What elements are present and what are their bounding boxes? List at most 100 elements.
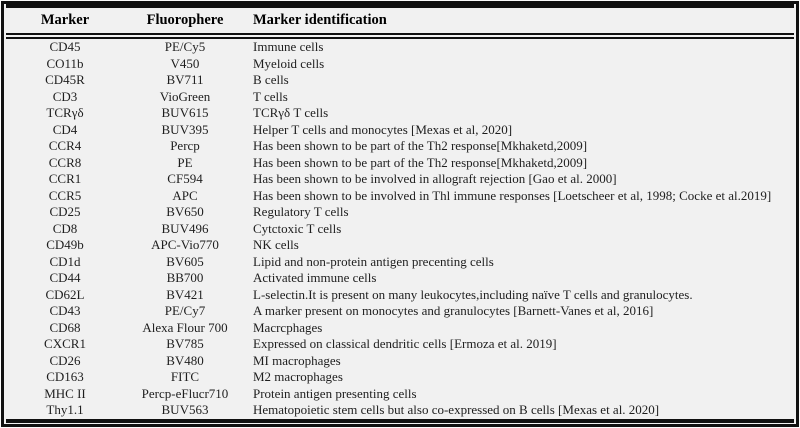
fluorophore-cell: BV711 (166, 72, 204, 87)
marker-cell: CXCR1 (44, 336, 86, 351)
marker-cell: CD44 (49, 270, 81, 285)
column-header-marker: Marker (6, 6, 124, 39)
marker-cell: CO11b (46, 55, 84, 71)
fluorophore-cell: V450 (170, 55, 200, 71)
identification-cell: Has been shown to be involved in allogra… (253, 171, 617, 186)
table-row: CCR4 Percp Has been shown to be part of … (6, 138, 794, 155)
table-row: CD49b APC-Vio770 NK cells (6, 237, 794, 254)
fluorophore-cell: BUV496 (161, 220, 209, 236)
identification-cell: T cells (253, 88, 288, 104)
identification-cell: B cells (253, 72, 289, 87)
table-row: CD68 Alexa Flour 700 Macrcphages (6, 320, 794, 337)
marker-cell: CD45 (49, 39, 81, 54)
fluorophore-cell: PE (177, 154, 193, 170)
identification-cell: Regulatory T cells (253, 204, 349, 219)
fluorophore-cell: BV605 (166, 253, 204, 269)
table-row: CCR1 CF594 Has been shown to be involved… (6, 171, 794, 188)
fluorophore-cell: BV421 (166, 286, 204, 302)
marker-cell: CCR8 (48, 154, 82, 170)
marker-cell: CD1d (49, 253, 81, 269)
table-row: CD8 BUV496 Cytctoxic T cells (6, 221, 794, 238)
table-row: CCR5 APC Has been shown to be involved i… (6, 188, 794, 205)
marker-cell: CD68 (49, 319, 81, 335)
identification-cell: Activated immune cells (253, 270, 377, 285)
fluorophore-cell: Alexa Flour 700 (142, 319, 228, 335)
table-header-row: Marker Fluorophere Marker identification (6, 6, 794, 39)
marker-cell: CCR5 (48, 187, 82, 203)
marker-cell: CD62L (45, 286, 85, 302)
identification-cell: Immune cells (253, 39, 324, 54)
marker-cell: CCR4 (48, 138, 82, 153)
fluorophore-cell: Percp (170, 138, 200, 153)
fluorophore-cell: BUV615 (161, 105, 209, 120)
table-row: CD43 PE/Cy7 A marker present on monocyte… (6, 303, 794, 320)
marker-cell: CCR1 (48, 171, 82, 186)
fluorophore-cell: PE/Cy5 (164, 39, 206, 54)
identification-cell: Has been shown to be involved in Thl imm… (253, 187, 772, 203)
fluorophore-cell: BV480 (166, 352, 204, 368)
fluorophore-cell: BUV395 (161, 121, 209, 137)
marker-cell: TCRγδ (46, 105, 84, 120)
identification-cell: Protein antigen presenting cells (253, 385, 417, 401)
fluorophore-cell: BUV563 (161, 402, 209, 417)
identification-cell: Lipid and non-protein antigen precenting… (253, 253, 494, 269)
identification-cell: L-selectin.It is present on many leukocy… (253, 286, 693, 302)
table-row: CXCR1 BV785 Expressed on classical dendr… (6, 336, 794, 353)
identification-cell: Cytctoxic T cells (253, 220, 342, 236)
identification-cell: Macrcphages (253, 319, 323, 335)
marker-cell: MHC II (44, 385, 86, 401)
table-row: CD1d BV605 Lipid and non-protein antigen… (6, 254, 794, 271)
identification-cell: Hematopoietic stem cells but also co-exp… (253, 402, 660, 417)
table-row: CCR8 PE Has been shown to be part of the… (6, 155, 794, 172)
fluorophore-cell: FITC (170, 369, 200, 384)
marker-cell: CD45R (45, 72, 85, 87)
table-row: CD4 BUV395 Helper T cells and monocytes … (6, 122, 794, 139)
marker-fluorophore-table: Marker Fluorophere Marker identification… (6, 4, 794, 423)
marker-cell: CD26 (49, 352, 81, 368)
identification-cell: NK cells (253, 237, 299, 252)
identification-cell: TCRγδ T cells (253, 105, 329, 120)
table-body: CD45 PE/Cy5 Immune cells CO11b V450 Myel… (6, 36, 794, 421)
table-row: CD25 BV650 Regulatory T cells (6, 204, 794, 221)
identification-cell: M2 macrophages (253, 369, 343, 384)
column-header-identification: Marker identification (246, 6, 794, 39)
table-row: CD44 BB700 Activated immune cells (6, 270, 794, 287)
table-row: CD45R BV711 B cells (6, 72, 794, 89)
identification-cell: Helper T cells and monocytes [Mexas et a… (253, 121, 513, 137)
fluorophore-cell: BV650 (166, 204, 204, 219)
table-row: Thy1.1 BUV563 Hematopoietic stem cells b… (6, 402, 794, 421)
marker-cell: Thy1.1 (46, 402, 84, 417)
column-header-fluorophore: Fluorophere (124, 6, 246, 39)
table-row: MHC II Percp-eFlucr710 Protein antigen p… (6, 386, 794, 403)
identification-cell: A marker present on monocytes and granul… (253, 303, 654, 318)
table-row: CD3 VioGreen T cells (6, 89, 794, 106)
marker-cell: CD49b (46, 237, 84, 252)
fluorophore-cell: PE/Cy7 (164, 303, 206, 318)
marker-cell: CD163 (46, 369, 84, 384)
fluorophore-cell: BB700 (166, 270, 204, 285)
identification-cell: Has been shown to be part of the Th2 res… (253, 154, 588, 170)
table-row: CD163 FITC M2 macrophages (6, 369, 794, 386)
marker-cell: CD43 (49, 303, 81, 318)
table-row: CD62L BV421 L-selectin.It is present on … (6, 287, 794, 304)
table-row: TCRγδ BUV615 TCRγδ T cells (6, 105, 794, 122)
marker-cell: CD8 (52, 220, 78, 236)
fluorophore-cell: BV785 (166, 336, 204, 351)
fluorophore-cell: VioGreen (159, 88, 211, 104)
fluorophore-cell: CF594 (167, 171, 203, 186)
marker-cell: CD3 (52, 88, 78, 104)
table-row: CD26 BV480 MI macrophages (6, 353, 794, 370)
marker-cell: CD4 (52, 121, 78, 137)
identification-cell: Has been shown to be part of the Th2 res… (253, 138, 588, 153)
marker-cell: CD25 (49, 204, 81, 219)
identification-cell: MI macrophages (253, 352, 341, 368)
fluorophore-cell: Percp-eFlucr710 (141, 385, 229, 401)
identification-cell: Expressed on classical dendritic cells [… (253, 336, 557, 351)
identification-cell: Myeloid cells (253, 55, 325, 71)
table-row: CO11b V450 Myeloid cells (6, 56, 794, 73)
fluorophore-cell: APC-Vio770 (151, 237, 219, 252)
fluorophore-cell: APC (172, 187, 198, 203)
table-row: CD45 PE/Cy5 Immune cells (6, 36, 794, 56)
